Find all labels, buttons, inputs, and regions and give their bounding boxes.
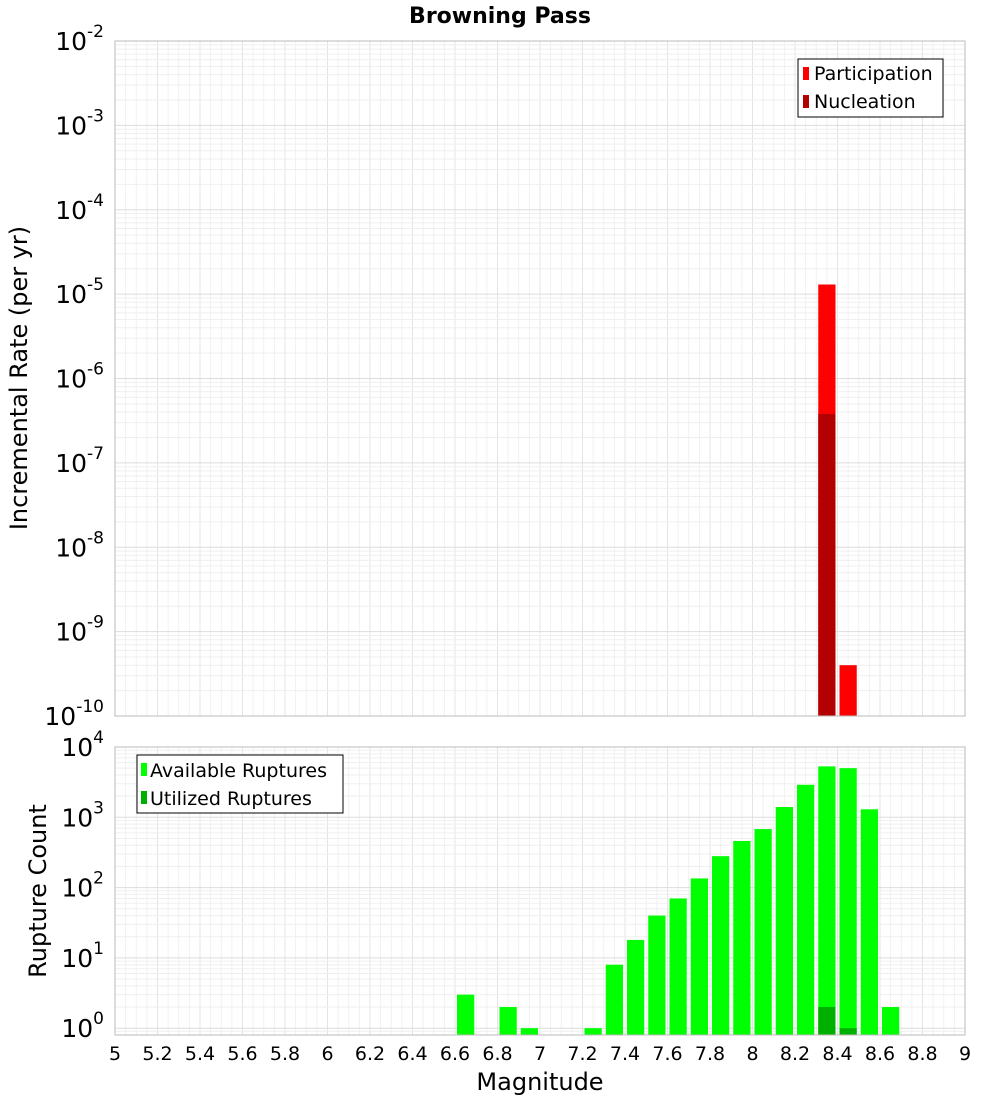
bottom-bar-s0 — [584, 1028, 602, 1035]
top-y-tick-label: 10-3 — [55, 106, 104, 140]
bottom-bar-s0 — [733, 841, 751, 1035]
legend-label-participation: Participation — [814, 63, 933, 85]
bottom-bar-s0 — [860, 809, 878, 1035]
x-tick-label: 5.2 — [142, 1043, 172, 1065]
x-tick-label: 9 — [959, 1043, 971, 1065]
bottom-bar-s0 — [499, 1007, 517, 1035]
bottom-bar-s0 — [605, 964, 623, 1035]
bottom-bar-s0 — [775, 807, 793, 1035]
x-tick-label: 5.6 — [227, 1043, 257, 1065]
bottom-bar-s0 — [839, 768, 857, 1035]
top-bars — [818, 284, 857, 716]
top-bar-s1 — [818, 413, 836, 716]
bottom-bar-s0 — [627, 939, 645, 1035]
x-tick-label: 5 — [109, 1043, 121, 1065]
legend-label-utilized: Utilized Ruptures — [150, 788, 312, 810]
x-tick-label: 7.8 — [695, 1043, 725, 1065]
top-plot-border — [114, 40, 966, 717]
legend-label-available: Available Ruptures — [150, 760, 327, 782]
bottom-bar-s0 — [818, 766, 836, 1035]
x-tick-label: 5.8 — [270, 1043, 300, 1065]
bottom-bar-s1 — [839, 1028, 857, 1035]
x-tick-label: 8.6 — [865, 1043, 895, 1065]
top-grid — [114, 41, 966, 717]
bottom-panel: 100 101 102 103 104 5 5.2 5.4 5.6 5.8 6 6.2 6.4 6.6 6… — [24, 728, 971, 1096]
x-tick-label: 6.2 — [355, 1043, 385, 1065]
bottom-y-ticks: 100 101 102 103 104 — [61, 728, 104, 1043]
x-tick-label: 7.6 — [652, 1043, 682, 1065]
legend-label-nucleation: Nucleation — [814, 91, 916, 113]
top-y-tick-label: 10-9 — [55, 613, 104, 647]
bottom-bar-s0 — [754, 829, 772, 1035]
x-tick-label: 6 — [321, 1043, 333, 1065]
legend-swatch-participation — [803, 67, 809, 80]
top-bar-s0 — [839, 665, 857, 716]
top-y-tick-label: 10-2 — [55, 22, 104, 56]
chart-title: Browning Pass — [409, 4, 591, 29]
bottom-bar-s0 — [520, 1028, 538, 1035]
x-tick-label: 6.8 — [482, 1043, 512, 1065]
top-y-axis-label: Incremental Rate (per yr) — [5, 226, 33, 530]
bottom-bar-s0 — [669, 898, 687, 1035]
bottom-plot-border — [114, 746, 966, 1036]
bottom-bar-s0 — [797, 784, 815, 1035]
bottom-legend: Available Ruptures Utilized Ruptures — [136, 754, 344, 814]
x-tick-label: 6.4 — [397, 1043, 427, 1065]
top-y-tick-label: 10-8 — [55, 528, 104, 562]
bottom-bar-s0 — [882, 1007, 900, 1035]
bottom-bar-s0 — [690, 878, 708, 1035]
bottom-bar-s0 — [457, 994, 475, 1035]
top-y-tick-label: 10-10 — [44, 697, 104, 731]
bottom-bar-s0 — [648, 915, 666, 1035]
top-y-tick-label: 10-6 — [55, 360, 104, 394]
x-tick-label: 7.4 — [610, 1043, 640, 1065]
x-tick-label: 6.6 — [440, 1043, 470, 1065]
x-tick-label: 7.2 — [567, 1043, 597, 1065]
x-tick-label: 8 — [746, 1043, 758, 1065]
bottom-bars — [457, 766, 900, 1035]
x-ticks: 5 5.2 5.4 5.6 5.8 6 6.2 6.4 6.6 6.8 7 7.2 7.4 7.6 7.8 8… — [109, 1043, 971, 1065]
x-tick-label: 7 — [534, 1043, 546, 1065]
legend-swatch-available — [141, 763, 147, 776]
top-y-ticks: 10-10 10-9 10-8 10-7 10-6 10-5 10-4 10-3 10-2 — [44, 22, 104, 731]
top-y-tick-label: 10-4 — [55, 191, 104, 225]
top-panel: 10-10 10-9 10-8 10-7 10-6 10-5 10-4 10-3 10-2 In… — [5, 22, 966, 731]
bottom-legend-box — [136, 754, 344, 814]
bottom-y-tick-label: 103 — [61, 798, 104, 832]
bottom-y-axis-label: Rupture Count — [24, 804, 52, 978]
top-legend: Participation Nucleation — [797, 58, 944, 118]
legend-swatch-nucleation — [803, 95, 809, 108]
x-tick-label: 8.2 — [780, 1043, 810, 1065]
x-axis-label: Magnitude — [476, 1068, 603, 1096]
bottom-y-tick-label: 101 — [61, 939, 104, 973]
bottom-y-tick-label: 104 — [61, 728, 104, 762]
bottom-bar-s0 — [712, 856, 730, 1035]
bottom-bar-s1 — [818, 1007, 836, 1035]
bottom-y-tick-label: 102 — [61, 869, 104, 903]
top-y-tick-label: 10-7 — [55, 444, 104, 478]
top-y-tick-label: 10-5 — [55, 275, 104, 309]
x-tick-label: 8.8 — [907, 1043, 937, 1065]
x-tick-label: 5.4 — [185, 1043, 215, 1065]
legend-swatch-utilized — [141, 791, 147, 804]
top-legend-box — [797, 58, 944, 118]
bottom-y-tick-label: 100 — [61, 1009, 104, 1043]
x-tick-label: 8.4 — [822, 1043, 852, 1065]
